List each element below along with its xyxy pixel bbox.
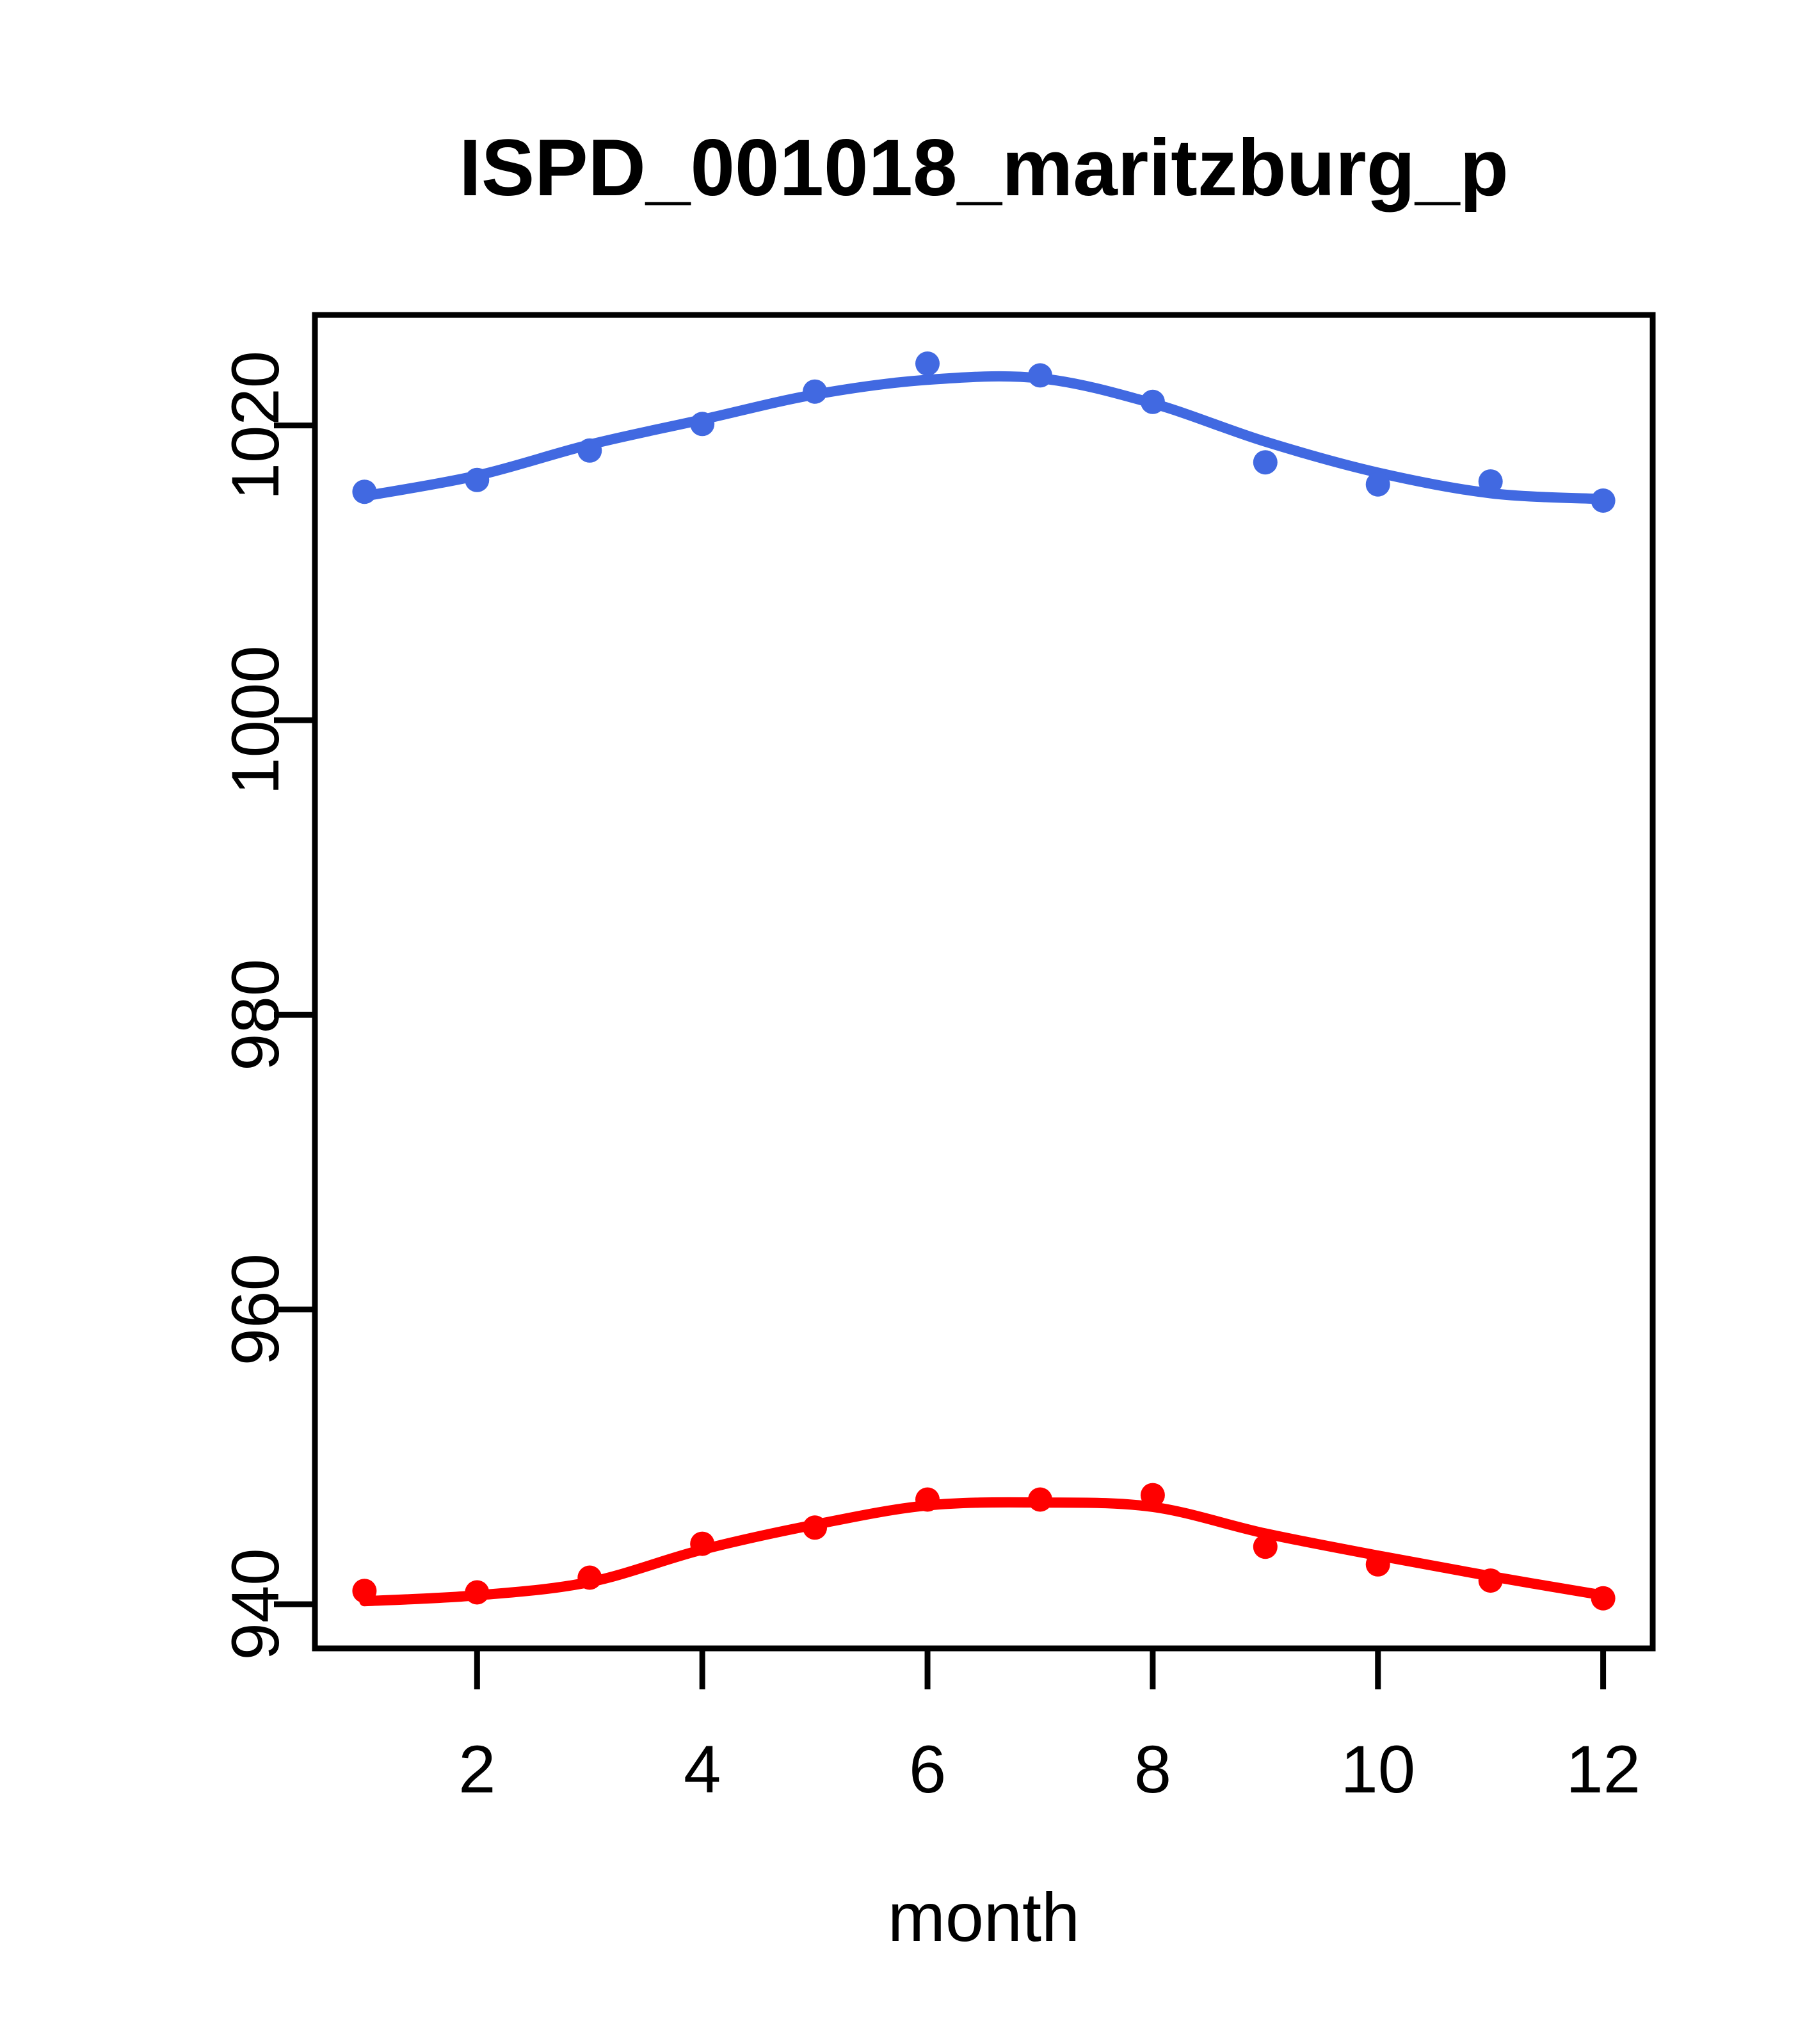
lower-series-red-point: [690, 1531, 715, 1556]
lower-series-red-point: [1028, 1487, 1052, 1512]
upper-series-blue-point: [690, 412, 715, 437]
x-tick-label: 6: [909, 1732, 946, 1807]
x-tick-label: 8: [1134, 1732, 1171, 1807]
upper-series-blue-point: [1140, 389, 1165, 414]
upper-series-blue-point: [577, 438, 602, 463]
upper-series-blue-point: [465, 467, 490, 492]
upper-series-blue-point: [1478, 469, 1503, 494]
upper-series-blue-point: [915, 351, 940, 376]
lower-series-red-point: [1591, 1586, 1616, 1611]
upper-series-blue-point: [352, 479, 377, 504]
y-tick-label: 940: [218, 1548, 293, 1660]
upper-series-blue: [352, 351, 1616, 513]
x-axis-title: month: [888, 1878, 1080, 1956]
x-tick-label: 12: [1566, 1732, 1641, 1807]
lower-series-red-point: [352, 1579, 377, 1604]
lower-series-red-point: [1140, 1483, 1165, 1508]
lower-series-red-point: [1365, 1552, 1390, 1577]
lower-series-red-smooth-line: [359, 1497, 1609, 1607]
upper-series-blue-point: [1253, 450, 1278, 475]
x-tick-label: 10: [1340, 1732, 1415, 1807]
x-axis: 2 4 6 8 10 12: [458, 1648, 1641, 1807]
upper-series-blue-smooth-line: [359, 371, 1609, 504]
y-axis: 940 960 980 1000 1020: [218, 351, 315, 1661]
lower-series-red-point: [1478, 1568, 1503, 1593]
y-tick-label: 980: [218, 959, 293, 1071]
y-tick-label: 960: [218, 1253, 293, 1365]
upper-series-blue-point: [803, 379, 828, 404]
lower-series-red-point: [1253, 1534, 1278, 1559]
upper-series-blue-point: [1591, 488, 1616, 513]
x-tick-label: 2: [458, 1732, 495, 1807]
lower-series-red: [352, 1483, 1616, 1611]
series-layer: [352, 351, 1616, 1611]
chart-title: ISPD_001018_maritzburg_p: [459, 124, 1509, 213]
lower-series-red-point: [577, 1565, 602, 1590]
upper-series-blue-point: [1365, 472, 1390, 497]
lower-series-red-point: [465, 1580, 490, 1605]
y-tick-label: 1020: [218, 351, 293, 501]
lower-series-red-point: [915, 1487, 940, 1512]
upper-series-blue-point: [1028, 363, 1052, 388]
plot-frame: [312, 312, 1656, 1652]
lower-series-red-point: [803, 1515, 828, 1540]
x-tick-label: 4: [684, 1732, 721, 1807]
y-tick-label: 1000: [218, 645, 293, 795]
